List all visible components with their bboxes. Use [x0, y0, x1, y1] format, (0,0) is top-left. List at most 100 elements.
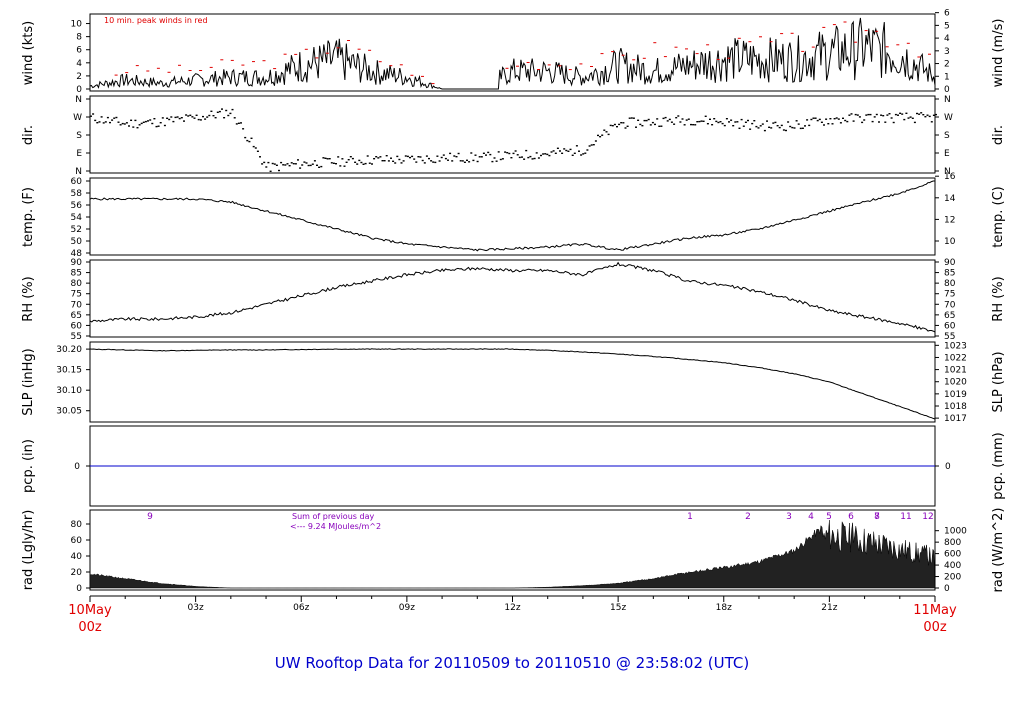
dir-point-116 [335, 163, 337, 165]
dir-point-229 [573, 152, 576, 154]
dir-point-166 [440, 156, 443, 159]
rad-hour-mark-3: 3 [786, 512, 792, 522]
dir-point-71 [240, 122, 242, 124]
dir-point-311 [747, 119, 749, 122]
rad-hour-mark-2: 2 [745, 512, 751, 522]
dir-point-391 [916, 112, 918, 115]
dir-point-165 [438, 160, 441, 162]
rh-right-label: RH (%) [991, 276, 1006, 321]
dir-point-41 [176, 116, 179, 118]
ticks-rh-r-label-3: 70 [944, 300, 956, 310]
rad-hour-mark-0: 9 [147, 512, 153, 522]
dir-point-48 [191, 116, 194, 118]
dir-point-362 [854, 113, 857, 116]
ticks-rh-l-label-0: 55 [71, 332, 82, 342]
dir-point-303 [730, 119, 733, 121]
dir-point-348 [825, 118, 828, 120]
dir-point-36 [166, 117, 169, 119]
dir-point-206 [525, 149, 528, 152]
dir-point-21 [134, 119, 137, 122]
dir-point-124 [351, 157, 354, 160]
dir-point-128 [360, 161, 363, 164]
rh-frame [89, 259, 936, 338]
wind-peak-70 [917, 56, 921, 58]
x-hour-label-18z: 18z [716, 603, 732, 613]
dir-point-72 [242, 128, 245, 130]
dir-point-1 [92, 113, 95, 115]
pcp-right-label: pcp. (mm) [991, 432, 1006, 499]
dir-point-218 [550, 151, 553, 153]
dir-point-161 [430, 160, 433, 162]
dir-point-380 [892, 121, 895, 124]
dir-point-199 [510, 157, 513, 159]
ticks-dir-r-label-2: S [944, 131, 950, 141]
dir-point-86 [271, 162, 274, 165]
dir-point-61 [218, 110, 221, 113]
ticks-temp-r-label-2: 14 [944, 194, 956, 204]
dir-point-22 [136, 127, 139, 129]
wind-peak-21 [336, 47, 340, 49]
dir-point-363 [856, 114, 859, 116]
dir-point-320 [766, 120, 768, 122]
dir-point-262 [643, 119, 646, 122]
ticks-dir-l-label-2: S [76, 131, 82, 141]
dir-point-377 [886, 114, 889, 116]
dir-point-196 [504, 151, 507, 153]
dir-point-387 [907, 117, 910, 119]
ticks-wind-r-label-4: 4 [944, 34, 950, 44]
dir-point-168 [444, 157, 447, 160]
dir-point-249 [616, 126, 618, 128]
dir-point-76 [250, 137, 253, 139]
dir-point-267 [654, 123, 656, 126]
dir-point-235 [586, 149, 589, 151]
dir-point-296 [715, 120, 718, 123]
dir-point-133 [371, 163, 373, 165]
dir-point-361 [852, 120, 855, 122]
wind-peak-33 [526, 62, 530, 63]
wind-peak-50 [706, 44, 710, 46]
dir-point-68 [233, 117, 236, 119]
wind-frame [89, 13, 936, 92]
dir-point-121 [345, 161, 348, 163]
dir-point-308 [740, 118, 743, 121]
dir-point-352 [833, 118, 836, 120]
wind-series-line [89, 17, 936, 90]
ticks-rh-r-label-1: 60 [944, 321, 956, 331]
temp-series-line [89, 180, 935, 252]
dir-point-261 [641, 125, 644, 127]
wind-peak-29 [421, 75, 424, 77]
dir-point-314 [753, 120, 756, 122]
dir-point-285 [692, 124, 695, 126]
dir-point-70 [237, 122, 240, 124]
ticks-temp-l-label-3: 54 [71, 213, 83, 223]
dir-point-80 [259, 156, 261, 158]
dir-point-125 [354, 161, 357, 163]
dir-point-18 [128, 125, 130, 127]
dir-point-107 [316, 164, 318, 166]
rad-note-line1: Sum of previous day [292, 512, 374, 521]
dir-point-94 [288, 165, 291, 167]
dir-point-109 [320, 165, 323, 168]
dir-point-253 [624, 127, 627, 129]
dir-point-279 [679, 121, 682, 123]
dir-point-81 [261, 163, 264, 165]
dir-point-127 [358, 159, 361, 162]
dir-point-160 [428, 157, 430, 160]
dir-point-143 [392, 160, 395, 162]
wind-peak-52 [727, 57, 731, 59]
wind-peak-14 [262, 60, 266, 62]
dir-point-365 [861, 121, 864, 124]
ticks-temp-l-label-1: 50 [71, 237, 83, 247]
dir-point-399 [932, 114, 935, 116]
dir-point-88 [275, 164, 278, 166]
rad-hour-mark-9: 11 [900, 512, 911, 522]
ticks-slp-r-label-1: 1018 [944, 402, 967, 412]
wind-peak-31 [505, 67, 509, 69]
dir-point-393 [920, 112, 923, 114]
ticks-rad-r-label-5: 1000 [944, 527, 967, 537]
dir-point-137 [379, 156, 382, 158]
x-hour-label-06z: 06z [293, 603, 309, 613]
dir-point-4 [98, 121, 101, 123]
wind-peak-65 [864, 30, 868, 32]
